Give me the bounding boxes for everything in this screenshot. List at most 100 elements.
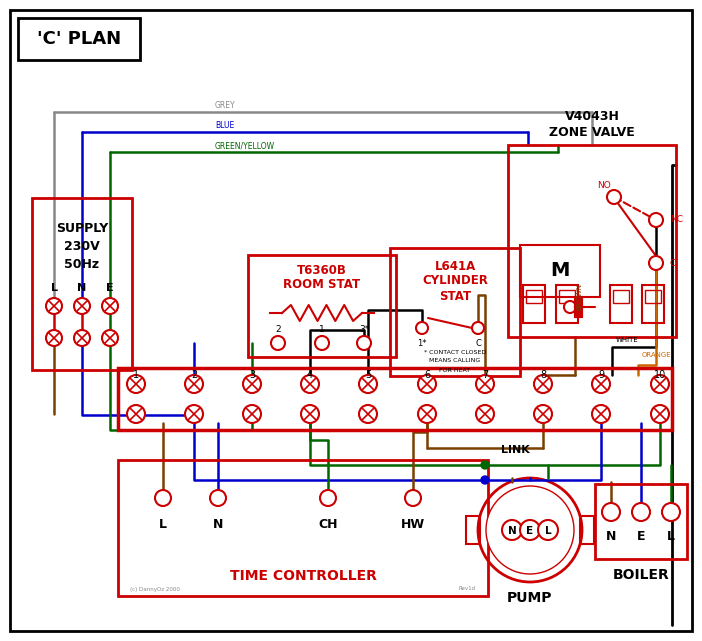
Text: L: L (159, 519, 167, 531)
Text: TIME CONTROLLER: TIME CONTROLLER (230, 569, 376, 583)
Text: * CONTACT CLOSED: * CONTACT CLOSED (424, 349, 486, 354)
Text: CYLINDER: CYLINDER (422, 274, 488, 288)
Text: N: N (508, 526, 517, 536)
Circle shape (46, 330, 62, 346)
Text: 5: 5 (365, 370, 371, 380)
Text: 3: 3 (249, 370, 255, 380)
Text: ORANGE: ORANGE (642, 352, 672, 358)
Circle shape (74, 330, 90, 346)
Text: (c) DannyOz 2000: (c) DannyOz 2000 (130, 587, 180, 592)
Bar (556, 285, 578, 323)
Bar (390, 248, 520, 376)
Bar (248, 255, 396, 357)
Bar (520, 245, 600, 297)
Text: L: L (545, 526, 551, 536)
Text: C: C (670, 258, 676, 267)
Circle shape (74, 298, 90, 314)
Circle shape (243, 375, 261, 393)
Circle shape (592, 405, 610, 423)
Bar (466, 516, 480, 544)
Circle shape (127, 375, 145, 393)
Circle shape (651, 405, 669, 423)
Text: FOR HEAT: FOR HEAT (439, 367, 470, 372)
Text: L: L (667, 529, 675, 542)
Circle shape (357, 336, 371, 350)
Circle shape (185, 375, 203, 393)
Circle shape (520, 520, 540, 540)
Circle shape (602, 503, 620, 521)
Text: 10: 10 (654, 370, 666, 380)
Circle shape (649, 213, 663, 227)
Text: STAT: STAT (439, 290, 471, 303)
Text: 230V: 230V (64, 240, 100, 253)
Text: 2: 2 (191, 370, 197, 380)
Text: 1*: 1* (417, 340, 427, 349)
Bar (610, 285, 632, 323)
Bar (118, 460, 488, 596)
Text: C: C (475, 340, 481, 349)
Text: N: N (213, 519, 223, 531)
Circle shape (486, 486, 574, 574)
Circle shape (632, 503, 650, 521)
Bar (642, 285, 664, 323)
Text: PUMP: PUMP (508, 591, 552, 605)
Circle shape (243, 405, 261, 423)
Bar (32, 198, 132, 370)
Text: L641A: L641A (435, 260, 476, 272)
Circle shape (359, 375, 377, 393)
Text: E: E (526, 526, 534, 536)
Circle shape (534, 375, 552, 393)
Bar (118, 368, 672, 430)
Circle shape (155, 490, 171, 506)
Bar (595, 484, 687, 559)
Circle shape (662, 503, 680, 521)
Circle shape (472, 322, 484, 334)
Text: GREY: GREY (215, 101, 236, 110)
Text: NO: NO (597, 181, 611, 190)
Text: N: N (606, 529, 616, 542)
Text: GREEN/YELLOW: GREEN/YELLOW (215, 142, 275, 151)
Circle shape (476, 375, 494, 393)
Text: CH: CH (318, 519, 338, 531)
Text: N: N (77, 283, 86, 293)
Text: 50Hz: 50Hz (65, 258, 100, 271)
Circle shape (478, 478, 582, 582)
Circle shape (405, 490, 421, 506)
Circle shape (534, 405, 552, 423)
Text: 9: 9 (598, 370, 604, 380)
Circle shape (416, 322, 428, 334)
Text: M: M (550, 262, 570, 281)
Circle shape (102, 330, 118, 346)
Text: NC: NC (670, 215, 683, 224)
Circle shape (210, 490, 226, 506)
Text: 7: 7 (482, 370, 488, 380)
Text: 3*: 3* (359, 324, 369, 333)
Bar (559, 290, 575, 303)
Text: 'C' PLAN: 'C' PLAN (37, 30, 121, 48)
Text: ZONE VALVE: ZONE VALVE (549, 126, 635, 138)
Text: V4043H: V4043H (564, 110, 619, 124)
Text: 2: 2 (275, 324, 281, 333)
Circle shape (315, 336, 329, 350)
Circle shape (592, 375, 610, 393)
Text: BOILER: BOILER (613, 568, 670, 582)
Circle shape (607, 190, 621, 204)
Text: BROWN: BROWN (576, 283, 582, 310)
Bar (580, 516, 594, 544)
Circle shape (320, 490, 336, 506)
Circle shape (476, 405, 494, 423)
Text: SUPPLY: SUPPLY (56, 222, 108, 235)
Circle shape (651, 375, 669, 393)
Text: MEANS CALLING: MEANS CALLING (430, 358, 481, 363)
Bar (18, 18, 140, 60)
Text: T6360B: T6360B (297, 265, 347, 278)
Text: HW: HW (401, 519, 425, 531)
Text: WHITE: WHITE (616, 337, 639, 343)
Text: E: E (637, 529, 645, 542)
Circle shape (301, 375, 319, 393)
Circle shape (481, 476, 489, 484)
Circle shape (538, 520, 558, 540)
Circle shape (301, 405, 319, 423)
Bar (523, 285, 545, 323)
Circle shape (564, 301, 576, 313)
